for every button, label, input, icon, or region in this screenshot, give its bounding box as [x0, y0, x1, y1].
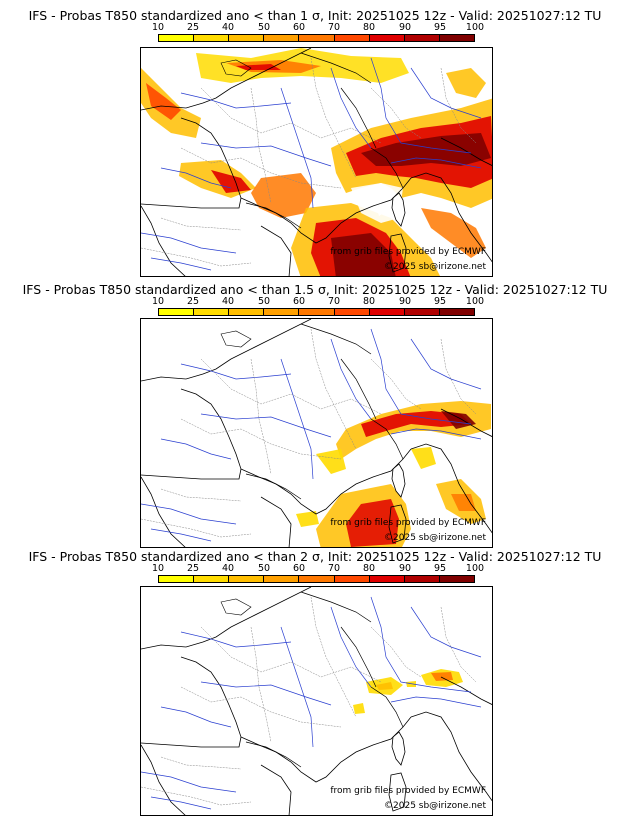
colorbar-swatch: [229, 576, 265, 582]
colorbar-swatch: [439, 35, 474, 41]
colorbar-tick: 90: [398, 296, 412, 307]
colorbar-tick: 10: [151, 563, 165, 574]
colorbar-tick: 80: [362, 563, 376, 574]
colorbar-swatch: [299, 35, 335, 41]
colorbar-swatch: [334, 35, 370, 41]
data-source-credit: from grib files provided by ECMWF: [330, 786, 486, 796]
colorbar-swatch: [194, 576, 230, 582]
probability-shading: [353, 669, 463, 714]
colorbar: [158, 308, 475, 316]
colorbar-tick: 95: [433, 296, 447, 307]
colorbar-tick: 60: [292, 296, 306, 307]
map-canvas: [141, 319, 492, 547]
colorbar-swatch: [264, 309, 300, 315]
colorbar-tick: 90: [398, 563, 412, 574]
panel-title: IFS - Probas T850 standardized ano < tha…: [28, 8, 602, 23]
colorbar-swatch: [369, 309, 405, 315]
colorbar-swatch: [334, 309, 370, 315]
copyright-credit: ©2025 sb@irizone.net: [384, 801, 486, 811]
colorbar-swatch: [159, 309, 195, 315]
colorbar-swatch: [439, 576, 474, 582]
colorbar-swatch: [264, 35, 300, 41]
colorbar-tick: 10: [151, 22, 165, 33]
colorbar: [158, 575, 475, 583]
panel-title: IFS - Probas T850 standardized ano < tha…: [28, 549, 602, 564]
colorbar-ticks: 10 25 40 50 60 70 80 90 95 100: [152, 563, 484, 574]
colorbar-tick: 100: [465, 563, 485, 574]
colorbar-tick: 70: [327, 563, 341, 574]
colorbar-swatch: [404, 35, 440, 41]
colorbar-swatch: [404, 309, 440, 315]
colorbar-tick: 100: [465, 22, 485, 33]
colorbar-swatch: [264, 576, 300, 582]
colorbar-tick: 90: [398, 22, 412, 33]
colorbar-swatch: [159, 576, 195, 582]
colorbar-swatch: [369, 35, 405, 41]
data-source-credit: from grib files provided by ECMWF: [330, 247, 486, 257]
colorbar-tick: 95: [433, 22, 447, 33]
map-canvas: [141, 48, 492, 276]
colorbar-swatch: [194, 309, 230, 315]
colorbar-swatch: [194, 35, 230, 41]
colorbar-swatch: [299, 309, 335, 315]
colorbar-tick: 25: [186, 22, 200, 33]
probability-shading: [296, 401, 491, 547]
colorbar-tick: 25: [186, 296, 200, 307]
colorbar-swatch: [404, 576, 440, 582]
probability-shading: [141, 48, 492, 276]
colorbar: [158, 34, 475, 42]
colorbar-tick: 95: [433, 563, 447, 574]
panel-title: IFS - Probas T850 standardized ano < tha…: [22, 282, 608, 297]
colorbar-swatch: [229, 35, 265, 41]
colorbar-tick: 40: [221, 296, 235, 307]
colorbar-ticks: 10 25 40 50 60 70 80 90 95 100: [152, 22, 484, 33]
colorbar-swatch: [439, 309, 474, 315]
colorbar-tick: 50: [257, 22, 271, 33]
colorbar-tick: 10: [151, 296, 165, 307]
probability-map: from grib files provided by ECMWF ©2025 …: [140, 586, 493, 816]
colorbar-tick: 40: [221, 563, 235, 574]
probability-map: from grib files provided by ECMWF ©2025 …: [140, 47, 493, 277]
colorbar-ticks: 10 25 40 50 60 70 80 90 95 100: [152, 296, 484, 307]
colorbar-swatch: [159, 35, 195, 41]
colorbar-swatch: [334, 576, 370, 582]
colorbar-tick: 60: [292, 563, 306, 574]
colorbar-tick: 80: [362, 296, 376, 307]
colorbar-tick: 100: [465, 296, 485, 307]
colorbar-swatch: [369, 576, 405, 582]
data-source-credit: from grib files provided by ECMWF: [330, 518, 486, 528]
colorbar-tick: 50: [257, 563, 271, 574]
colorbar-tick: 70: [327, 296, 341, 307]
copyright-credit: ©2025 sb@irizone.net: [384, 262, 486, 272]
colorbar-tick: 80: [362, 22, 376, 33]
probability-map: from grib files provided by ECMWF ©2025 …: [140, 318, 493, 548]
copyright-credit: ©2025 sb@irizone.net: [384, 533, 486, 543]
colorbar-swatch: [299, 576, 335, 582]
colorbar-swatch: [229, 309, 265, 315]
colorbar-tick: 25: [186, 563, 200, 574]
map-canvas: [141, 587, 492, 815]
colorbar-tick: 70: [327, 22, 341, 33]
colorbar-tick: 50: [257, 296, 271, 307]
colorbar-tick: 40: [221, 22, 235, 33]
colorbar-tick: 60: [292, 22, 306, 33]
